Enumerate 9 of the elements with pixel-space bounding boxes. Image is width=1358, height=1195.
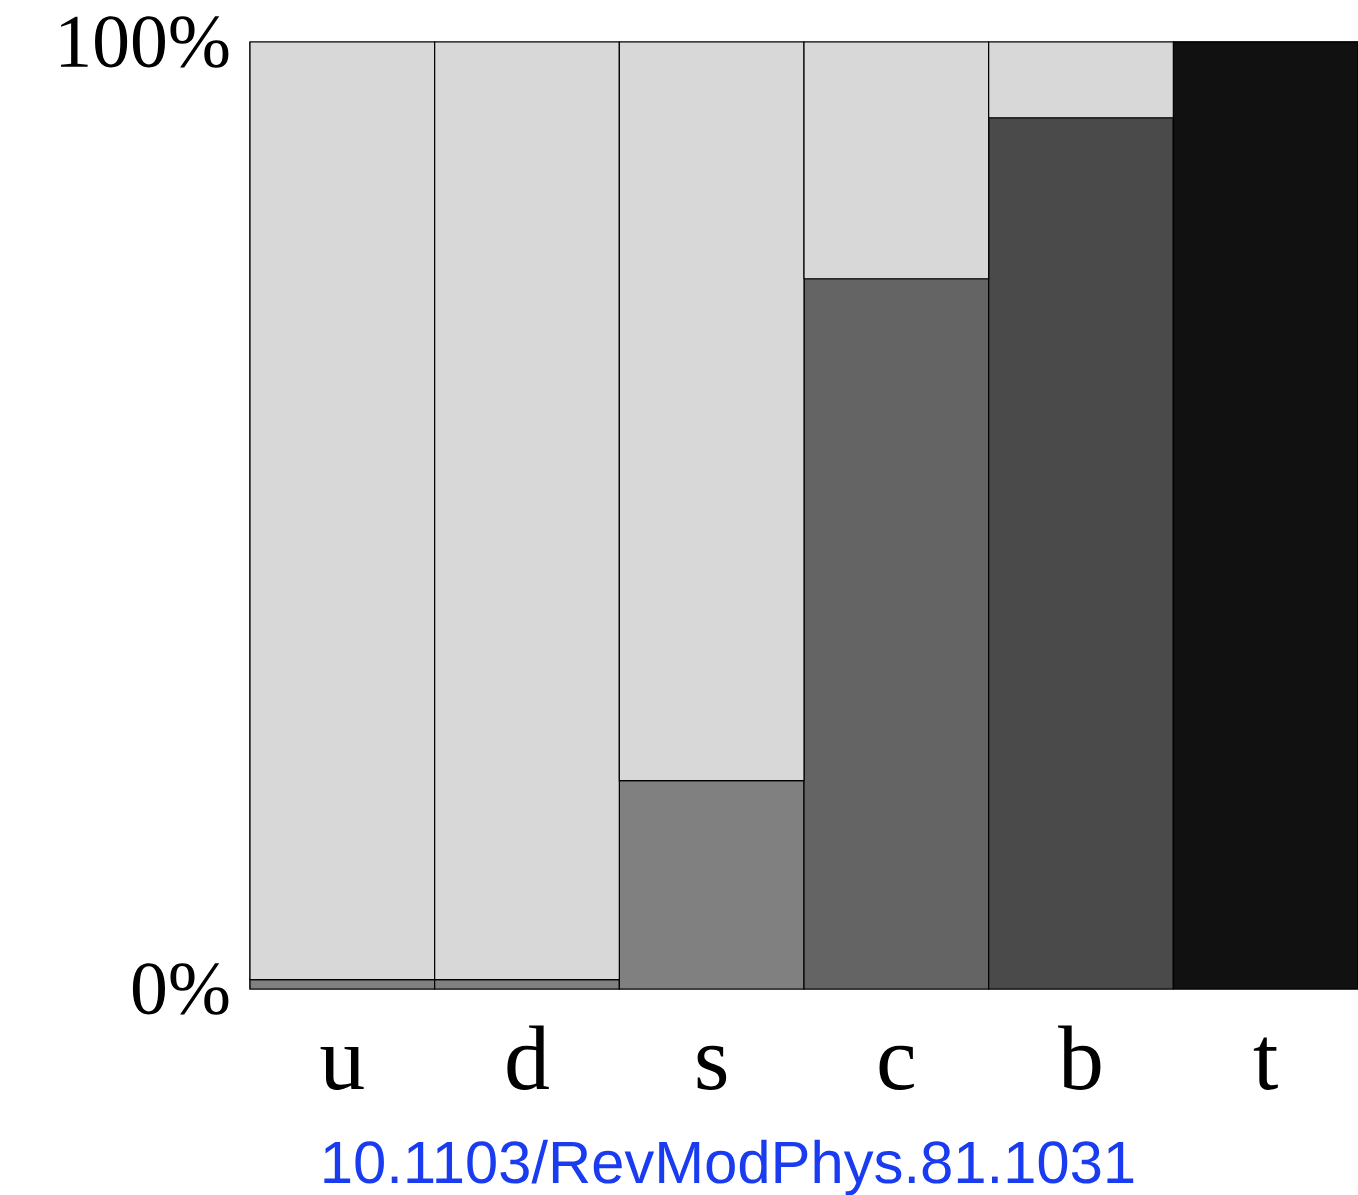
x-tick-label: b — [1058, 1025, 1101, 1090]
x-tick-label: t — [1253, 1037, 1278, 1090]
y-tick-label: 100% — [60, 16, 229, 68]
x-tick-label: u — [320, 1046, 364, 1090]
x-tick-label: d — [507, 1025, 549, 1090]
x-tick-label: s — [697, 1045, 727, 1090]
y-tick-label: 0% — [132, 963, 229, 1015]
x-tick-label: c — [879, 1045, 914, 1090]
text: 10.1103/RevModPhys.81.1031 — [324, 1139, 1134, 1195]
